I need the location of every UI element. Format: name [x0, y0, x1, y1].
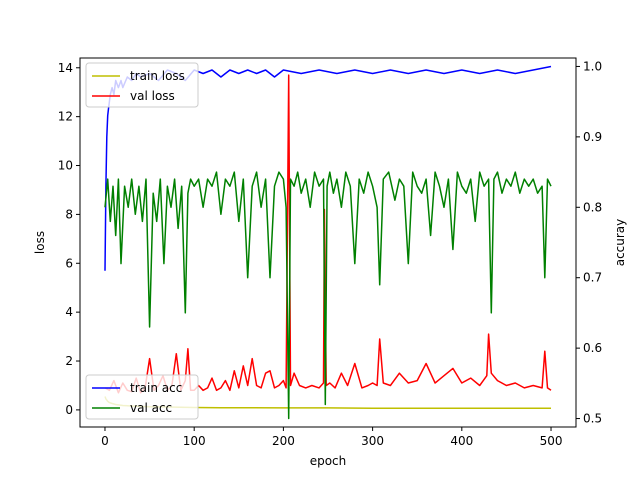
y-axis-left-label: loss: [33, 231, 47, 254]
y-left-tick-label: 8: [65, 207, 73, 221]
x-tick-label: 500: [540, 434, 563, 448]
y-left-tick-label: 2: [65, 354, 73, 368]
legend-label-train-acc: train acc: [130, 381, 182, 395]
x-tick-label: 400: [450, 434, 473, 448]
series-line-val-loss: [104, 74, 552, 394]
y-left-tick-label: 12: [58, 110, 73, 124]
legend-acc: train acc val acc: [85, 374, 199, 420]
y-left-tick-label: 10: [58, 159, 73, 173]
legend-loss: train loss val loss: [85, 62, 199, 108]
axis-ticks: 0 100 200 300 400 500 0 2 4 6 8 10 12 14 0.5 0.6 0.7 0.8 0…: [58, 59, 602, 448]
y-left-tick-label: 4: [65, 305, 73, 319]
y-right-tick-label: 1.0: [583, 59, 602, 73]
y-axis-right-label: accuray: [613, 219, 627, 267]
series-line-val-acc: [104, 171, 552, 420]
x-axis-label: epoch: [310, 454, 347, 468]
x-tick-label: 0: [101, 434, 109, 448]
x-tick-label: 300: [361, 434, 384, 448]
y-right-tick-label: 0.6: [583, 341, 602, 355]
y-right-tick-label: 0.7: [583, 271, 602, 285]
plot-area: [104, 65, 552, 420]
x-tick-label: 200: [272, 434, 295, 448]
y-right-tick-label: 0.8: [583, 200, 602, 214]
y-left-tick-label: 0: [65, 403, 73, 417]
legend-label-train-loss: train loss: [130, 69, 185, 83]
y-right-tick-label: 0.9: [583, 130, 602, 144]
y-left-tick-label: 6: [65, 256, 73, 270]
axes-frame: [79, 57, 577, 428]
legend-label-val-loss: val loss: [130, 89, 175, 103]
y-right-tick-label: 0.5: [583, 412, 602, 426]
legend-label-val-acc: val acc: [130, 401, 172, 415]
y-left-tick-label: 14: [58, 61, 73, 75]
x-tick-label: 100: [183, 434, 206, 448]
